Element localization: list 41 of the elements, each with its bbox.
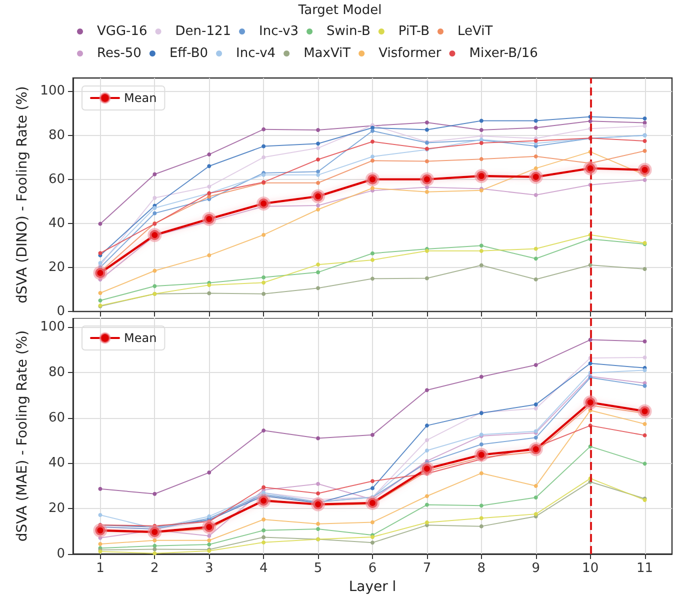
legend-label: Mixer-B/16 — [469, 46, 538, 61]
y-tick-label: 0 — [56, 304, 65, 319]
y-tick-label: 40 — [48, 456, 65, 471]
y-tick-label: 100 — [40, 84, 65, 99]
y-tick-label: 20 — [48, 501, 65, 516]
x-tick-label: 1 — [96, 561, 104, 576]
x-tick-label: 10 — [582, 561, 599, 576]
legend-label: MaxViT — [304, 46, 351, 61]
y-tick-label: 0 — [56, 546, 65, 562]
x-tick-label: 11 — [636, 561, 654, 576]
legend-label: Eff-B0 — [169, 46, 208, 61]
legend-label: Inc-v3 — [259, 24, 299, 39]
x-tick-label: 4 — [259, 561, 268, 576]
y-tick-label: 60 — [48, 410, 65, 426]
y-axis-title: dSVA (DINO) - Fooling Rate (%) — [14, 86, 30, 304]
y-tick-label: 80 — [48, 364, 65, 380]
y-axis-title: dSVA (MAE) - Fooling Rate (%) — [14, 330, 30, 542]
y-tick-label: 20 — [48, 260, 65, 275]
legend-label: PiT-B — [398, 24, 430, 39]
x-tick-label: 8 — [477, 561, 486, 576]
legend-label: Mean — [124, 91, 157, 105]
x-axis-title: Layer l — [348, 579, 396, 595]
y-tick-label: 40 — [48, 216, 65, 231]
legend-label: Visformer — [378, 46, 442, 61]
y-tick-label: 80 — [48, 128, 65, 143]
x-tick-label: 9 — [532, 561, 540, 576]
legend-label: Swin-B — [326, 24, 370, 39]
legend-title: Target Model — [297, 3, 382, 18]
legend-label: Res-50 — [97, 46, 142, 61]
legend-label: Den-121 — [175, 24, 232, 39]
x-tick-label: 7 — [422, 561, 432, 576]
legend-label: Inc-v4 — [236, 46, 276, 61]
legend-label: LeViT — [457, 24, 493, 39]
x-tick-label: 3 — [204, 561, 214, 576]
x-tick-label: 6 — [368, 561, 377, 576]
legend-label: Mean — [124, 331, 157, 345]
y-tick-label: 60 — [48, 172, 65, 187]
x-tick-label: 5 — [314, 561, 322, 576]
y-tick-label: 100 — [40, 320, 65, 335]
x-tick-label: 2 — [150, 561, 159, 576]
legend-label: VGG-16 — [97, 24, 148, 39]
